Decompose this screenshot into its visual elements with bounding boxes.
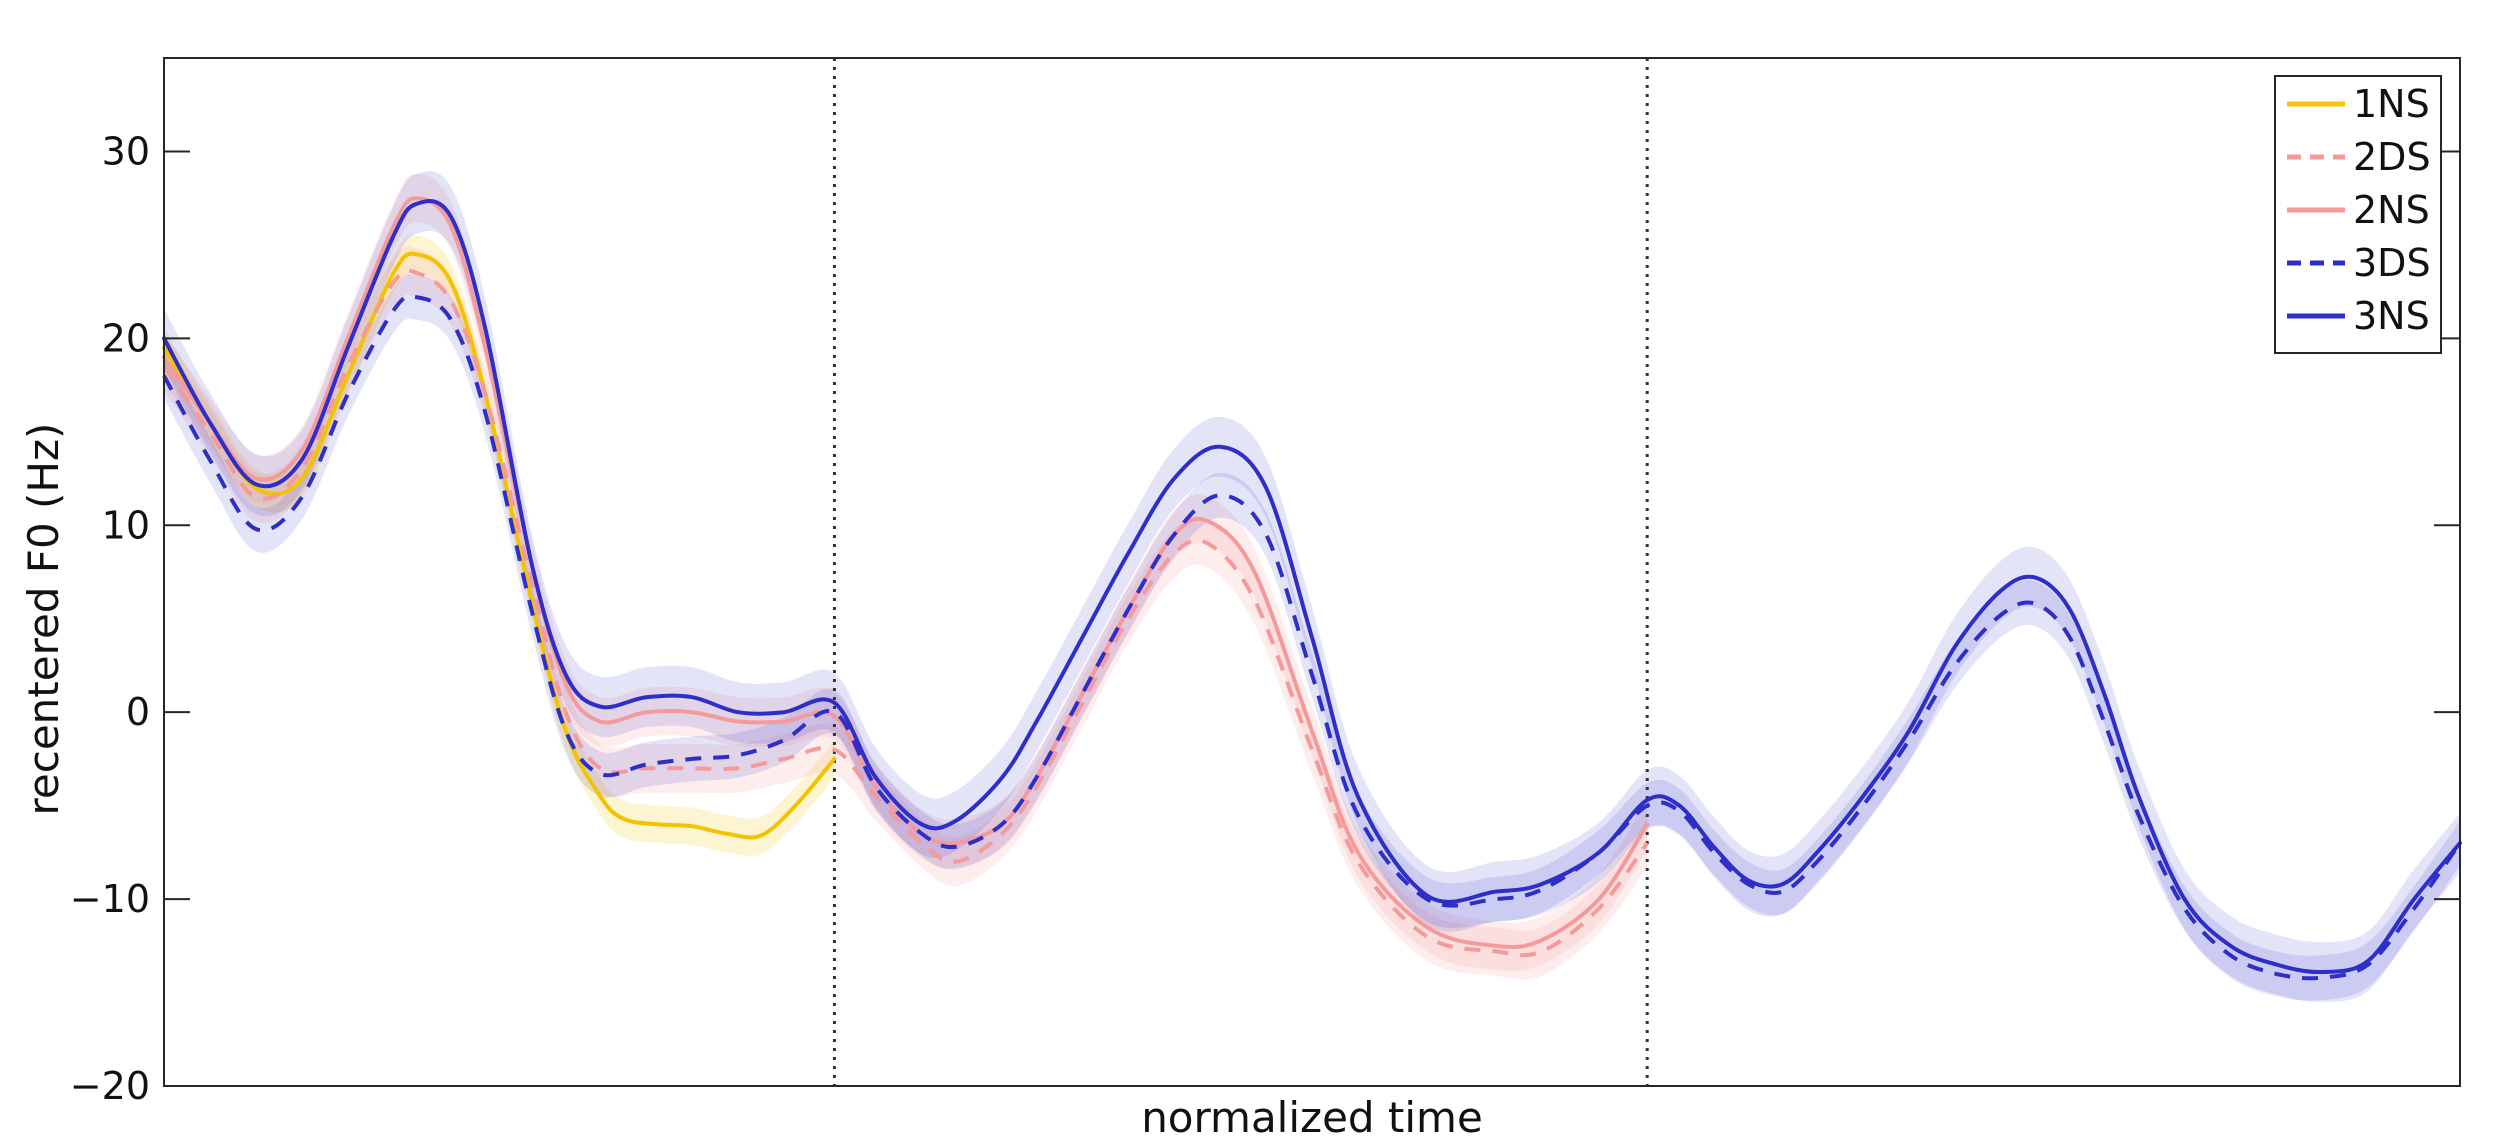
legend-label-2ds: 2DS (2353, 135, 2431, 179)
y-tick-label: 30 (102, 129, 150, 173)
legend-label-3ds: 3DS (2353, 241, 2431, 285)
line-3ds (162, 294, 2462, 981)
y-axis-label: recentered F0 (Hz) (19, 423, 68, 816)
line-1ns (162, 251, 837, 840)
y-tick-label: 10 (102, 503, 150, 547)
y-axis-ticks: −20 −10 0 10 20 30 (70, 129, 2460, 1108)
plot-area (164, 58, 2460, 1086)
legend-label-3ns: 3NS (2353, 294, 2430, 338)
line-2ds (162, 268, 1649, 958)
y-tick-label: −20 (70, 1064, 150, 1108)
vertical-markers (832, 58, 1649, 1086)
y-tick-label: 20 (102, 316, 150, 360)
band-3ds (164, 273, 2460, 1001)
band-2ds (164, 246, 1648, 980)
x-axis-label: normalized time (1141, 1093, 1483, 1142)
legend-label-1ns: 1NS (2353, 82, 2430, 126)
legend-box (2274, 75, 2442, 354)
legend: 1NS 2DS 2NS 3DS 3NS (2274, 75, 2442, 354)
y-tick-label: −10 (70, 877, 150, 921)
series-lines (162, 196, 2462, 981)
legend-label-2ns: 2NS (2353, 188, 2430, 232)
band-3ns (164, 171, 2460, 1002)
y-tick-label: 0 (126, 690, 150, 734)
line-3ns (162, 199, 2462, 975)
plot-frame (163, 57, 2461, 1087)
